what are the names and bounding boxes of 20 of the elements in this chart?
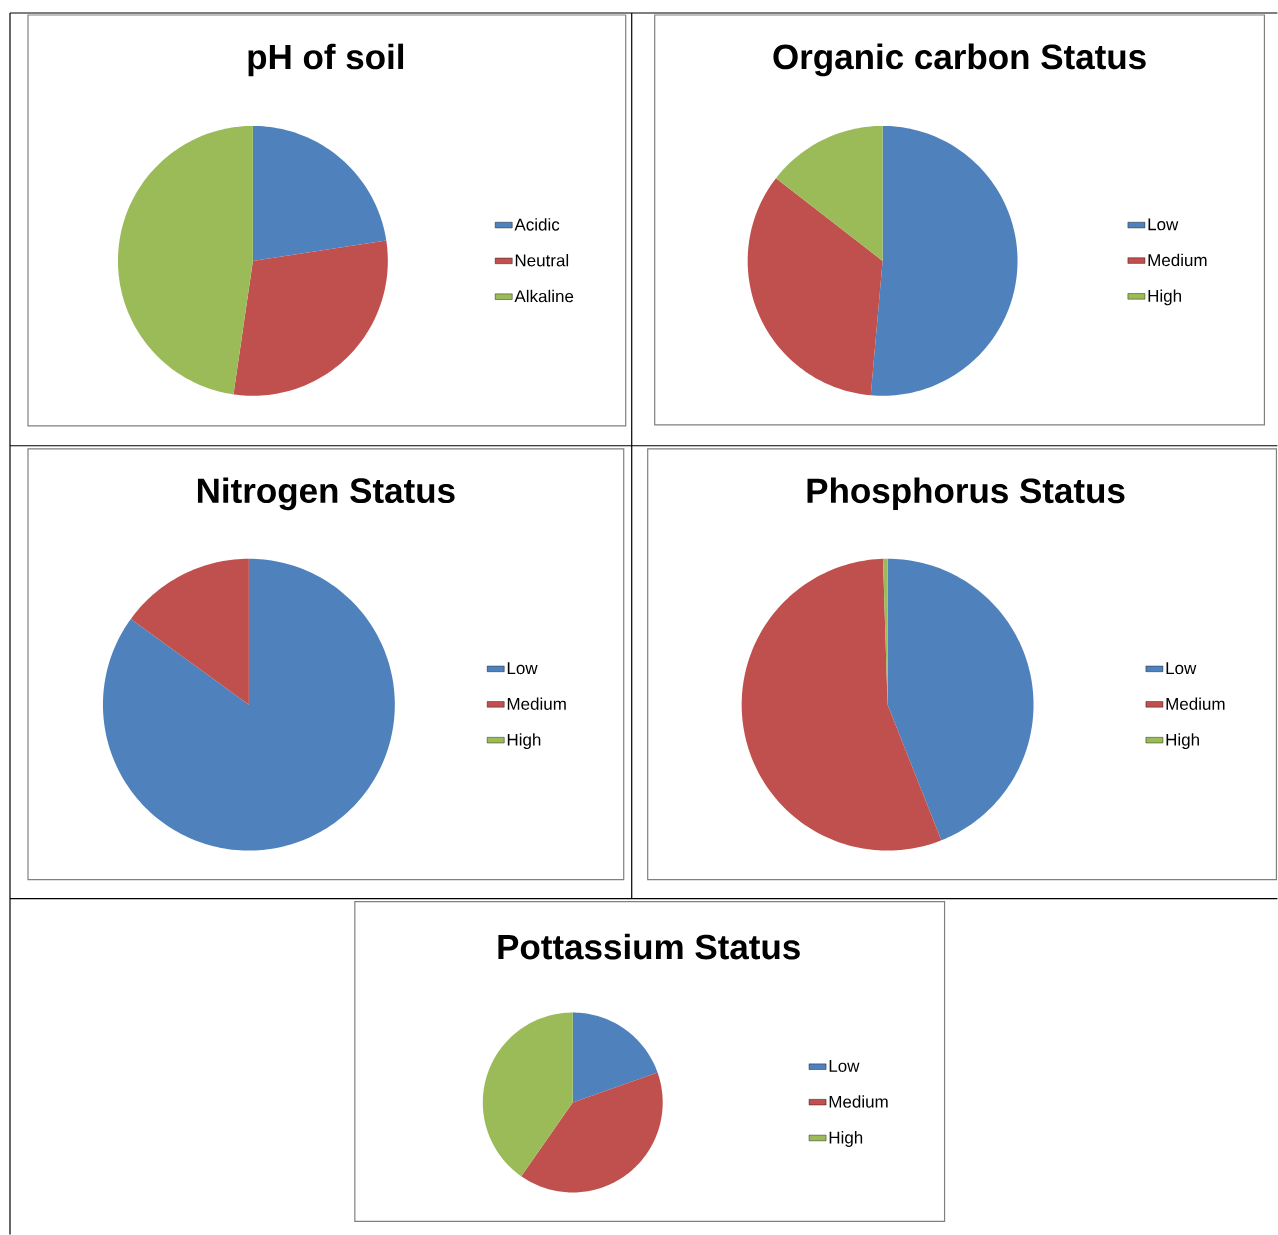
legend-label: Neutral: [515, 253, 569, 267]
chart-title: pH of soil: [248, 43, 404, 77]
legend-label: Medium: [829, 1095, 888, 1108]
legend-label: Low: [507, 662, 538, 675]
legend-label: Acidic: [514, 218, 560, 231]
legend-label: Low: [1166, 662, 1197, 675]
legend-label: Medium: [1148, 253, 1207, 267]
legend-label: High: [1166, 733, 1199, 750]
legend-label: Alkaline: [514, 289, 574, 303]
legend-label: Medium: [1166, 697, 1225, 710]
legend-label: High: [829, 1131, 863, 1147]
chart-title: Nitrogen Status: [197, 477, 455, 511]
chart-title: Organic carbon Status: [773, 43, 1146, 77]
legend-label: Low: [1148, 218, 1179, 231]
legend-label: Low: [829, 1060, 860, 1072]
chart-title: Phosphorus Status: [807, 477, 1125, 511]
chart-title: Pottassium Status: [498, 933, 800, 960]
legend-label: High: [507, 733, 541, 750]
legend-label: High: [1148, 289, 1181, 306]
legend-label: Medium: [507, 697, 566, 710]
